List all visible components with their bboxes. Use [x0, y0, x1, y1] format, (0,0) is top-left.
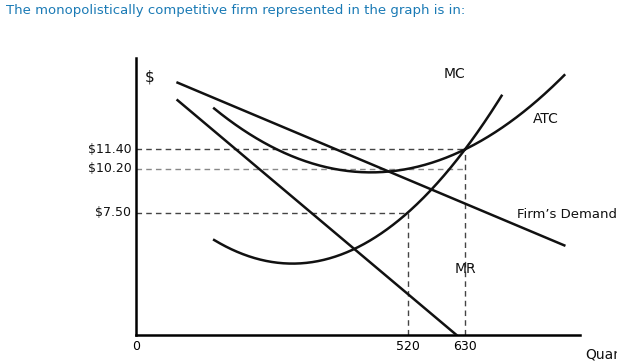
Text: MC: MC — [444, 67, 466, 81]
Text: $11.40: $11.40 — [88, 143, 131, 156]
Text: The monopolistically competitive firm represented in the graph is in:: The monopolistically competitive firm re… — [6, 4, 465, 17]
Text: Quantity: Quantity — [585, 348, 617, 362]
Text: $10.20: $10.20 — [88, 162, 131, 175]
Text: ATC: ATC — [533, 112, 559, 126]
Text: $: $ — [145, 69, 155, 84]
Text: $7.50: $7.50 — [95, 206, 131, 219]
Text: Firm’s Demand: Firm’s Demand — [517, 208, 617, 221]
Text: MR: MR — [455, 262, 476, 276]
